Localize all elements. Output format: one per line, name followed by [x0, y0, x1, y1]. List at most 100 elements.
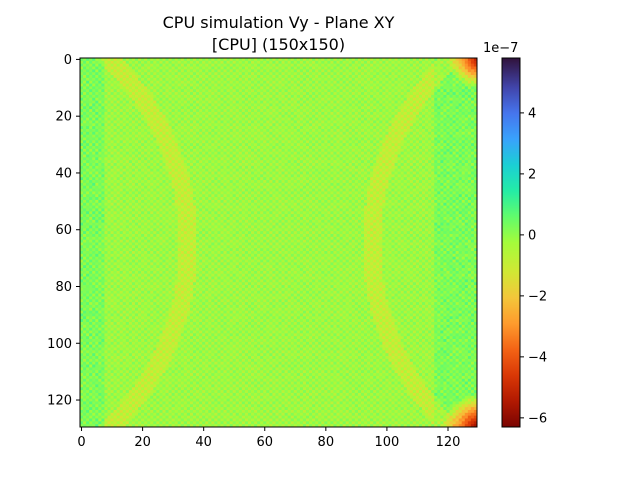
heatmap-cell [238, 154, 243, 158]
heatmap-cell [400, 66, 405, 70]
heatmap-cell [153, 145, 157, 150]
heatmap-cell [428, 131, 432, 136]
heatmap-cell [342, 137, 347, 141]
heatmap-cell [104, 154, 108, 158]
heatmap-cell [351, 72, 356, 76]
heatmap-cell [360, 143, 365, 147]
heatmap-cell [263, 126, 267, 130]
heatmap-cell [263, 63, 267, 67]
heatmap-cell [95, 77, 99, 82]
heatmap-cell [455, 143, 460, 147]
heatmap-cell [449, 117, 453, 121]
heatmap-cell [180, 109, 185, 113]
heatmap-cell [287, 117, 292, 121]
heatmap-cell [364, 117, 368, 121]
heatmap-cell [379, 69, 383, 73]
heatmap-cell [434, 111, 438, 116]
heatmap-cell [272, 143, 276, 147]
heatmap-cell [367, 163, 371, 167]
heatmap-cell [214, 145, 218, 150]
heatmap-cell [251, 83, 255, 87]
heatmap-cell [324, 160, 328, 164]
heatmap-cell [189, 111, 194, 116]
heatmap-cell [107, 97, 111, 101]
heatmap-cell [376, 134, 380, 138]
heatmap-cell [281, 134, 285, 138]
heatmap-cell [162, 83, 166, 87]
heatmap-cell [418, 66, 423, 70]
heatmap-cell [296, 100, 301, 104]
heatmap-cell [83, 114, 87, 119]
heatmap-cell [452, 77, 457, 82]
heatmap-cell [397, 86, 402, 90]
heatmap-cell [400, 145, 405, 150]
heatmap-cell [281, 111, 285, 116]
heatmap-cell [101, 106, 105, 110]
heatmap-cell [223, 111, 227, 116]
heatmap-cell [122, 89, 127, 93]
heatmap-cell [446, 58, 450, 62]
heatmap-cell [86, 131, 90, 136]
heatmap-cell [373, 103, 377, 107]
heatmap-cell [290, 92, 295, 96]
heatmap-cell [321, 160, 325, 164]
heatmap-cell [141, 83, 145, 87]
heatmap-cell [107, 94, 111, 99]
heatmap-cell [101, 60, 105, 65]
heatmap-cell [364, 140, 368, 144]
heatmap-cell [131, 83, 136, 87]
heatmap-cell [425, 143, 429, 147]
heatmap-cell [296, 83, 301, 87]
heatmap-cell [223, 60, 227, 65]
heatmap-cell [128, 106, 133, 110]
heatmap-cell [208, 77, 212, 82]
heatmap-cell [244, 154, 249, 158]
heatmap-cell [403, 123, 408, 127]
heatmap-cell [83, 75, 87, 79]
heatmap-cell [312, 103, 316, 107]
heatmap-cell [131, 128, 136, 133]
heatmap-cell [342, 109, 347, 113]
heatmap-cell [333, 103, 337, 107]
heatmap-cell [165, 120, 169, 124]
heatmap-cell [409, 66, 414, 70]
heatmap-cell [244, 94, 249, 99]
heatmap-cell [177, 145, 182, 150]
heatmap-cell [101, 157, 105, 161]
heatmap-cell [379, 109, 383, 113]
heatmap-cell [171, 148, 176, 153]
heatmap-cell [180, 97, 185, 101]
heatmap-cell [382, 154, 386, 158]
heatmap-cell [214, 126, 218, 130]
heatmap-cell [278, 117, 282, 121]
heatmap-cell [183, 165, 188, 170]
heatmap-cell [318, 157, 322, 161]
heatmap-cell [147, 66, 151, 70]
heatmap-cell [211, 89, 215, 93]
heatmap-cell [153, 86, 157, 90]
heatmap-cell [409, 131, 414, 136]
heatmap-cell [196, 140, 200, 144]
heatmap-cell [437, 89, 441, 93]
heatmap-cell [376, 154, 380, 158]
heatmap-cell [422, 120, 426, 124]
heatmap-cell [437, 120, 441, 124]
heatmap-cell [345, 63, 350, 67]
heatmap-cell [394, 94, 398, 99]
heatmap-cell [257, 134, 261, 138]
heatmap-cell [247, 126, 252, 130]
heatmap-cell [467, 69, 472, 73]
heatmap-cell [287, 97, 292, 101]
heatmap-cell [101, 137, 105, 141]
heatmap-cell [327, 140, 331, 144]
heatmap-cell [302, 83, 307, 87]
heatmap-cell [138, 58, 142, 62]
heatmap-cell [452, 157, 457, 161]
heatmap-cell [205, 131, 209, 136]
heatmap-cell [357, 160, 362, 164]
heatmap-cell [116, 117, 121, 121]
heatmap-cell [403, 137, 408, 141]
heatmap-cell [229, 145, 234, 150]
heatmap-cell [385, 69, 389, 73]
heatmap-cell [183, 100, 188, 104]
